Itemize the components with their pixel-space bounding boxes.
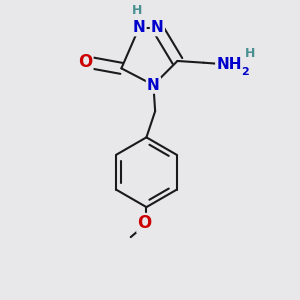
Text: H: H <box>132 4 142 17</box>
Text: O: O <box>78 53 92 71</box>
Text: H: H <box>245 47 255 61</box>
Text: O: O <box>138 214 152 232</box>
Text: N: N <box>151 20 164 35</box>
Text: 2: 2 <box>241 67 249 77</box>
Text: N: N <box>133 20 146 35</box>
Text: NH: NH <box>216 57 242 72</box>
Text: N: N <box>147 77 160 92</box>
